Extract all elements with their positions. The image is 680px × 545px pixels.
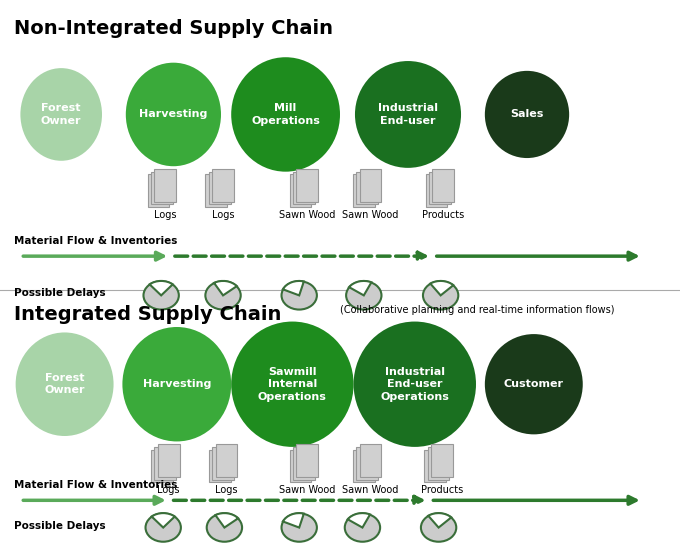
- FancyBboxPatch shape: [148, 174, 169, 207]
- FancyBboxPatch shape: [356, 172, 378, 204]
- FancyBboxPatch shape: [353, 174, 375, 207]
- FancyBboxPatch shape: [154, 447, 176, 480]
- Ellipse shape: [231, 57, 340, 172]
- Wedge shape: [283, 513, 304, 528]
- Text: Sawmill
Internal
Operations: Sawmill Internal Operations: [258, 367, 327, 402]
- Text: Industrial
End-user
Operations: Industrial End-user Operations: [380, 367, 449, 402]
- FancyBboxPatch shape: [431, 444, 453, 477]
- Text: Sawn Wood: Sawn Wood: [279, 485, 335, 495]
- Wedge shape: [349, 281, 371, 295]
- FancyBboxPatch shape: [293, 447, 315, 480]
- Circle shape: [146, 513, 181, 542]
- Text: Products: Products: [422, 210, 464, 220]
- FancyBboxPatch shape: [356, 447, 378, 480]
- Text: Mill
Operations: Mill Operations: [251, 103, 320, 126]
- Text: Material Flow & Inventories: Material Flow & Inventories: [14, 237, 177, 246]
- FancyBboxPatch shape: [424, 450, 446, 482]
- Wedge shape: [283, 281, 304, 295]
- Ellipse shape: [231, 322, 354, 447]
- Text: Sales: Sales: [510, 110, 544, 119]
- FancyBboxPatch shape: [151, 450, 173, 482]
- FancyBboxPatch shape: [209, 450, 231, 482]
- Text: Sawn Wood: Sawn Wood: [343, 485, 398, 495]
- Ellipse shape: [485, 71, 569, 158]
- Wedge shape: [430, 281, 454, 295]
- FancyBboxPatch shape: [429, 172, 451, 204]
- Circle shape: [207, 513, 242, 542]
- Text: Sawn Wood: Sawn Wood: [279, 210, 335, 220]
- Wedge shape: [150, 281, 173, 295]
- Circle shape: [282, 281, 317, 310]
- Circle shape: [345, 513, 380, 542]
- Text: Harvesting: Harvesting: [143, 379, 211, 389]
- Circle shape: [421, 513, 456, 542]
- FancyBboxPatch shape: [353, 450, 375, 482]
- FancyBboxPatch shape: [290, 174, 311, 207]
- Ellipse shape: [20, 68, 102, 161]
- Ellipse shape: [354, 322, 476, 447]
- Ellipse shape: [485, 334, 583, 434]
- Text: Industrial
End-user: Industrial End-user: [378, 103, 438, 126]
- FancyBboxPatch shape: [426, 174, 447, 207]
- Wedge shape: [428, 513, 452, 528]
- Wedge shape: [152, 513, 175, 528]
- Circle shape: [143, 281, 179, 310]
- FancyBboxPatch shape: [212, 169, 234, 202]
- Text: Possible Delays: Possible Delays: [14, 521, 105, 531]
- Circle shape: [282, 513, 317, 542]
- FancyBboxPatch shape: [360, 169, 381, 202]
- Ellipse shape: [126, 63, 221, 166]
- Text: Sawn Wood: Sawn Wood: [343, 210, 398, 220]
- FancyBboxPatch shape: [151, 172, 173, 204]
- Ellipse shape: [122, 327, 231, 441]
- FancyBboxPatch shape: [360, 444, 381, 477]
- Ellipse shape: [355, 61, 461, 168]
- Wedge shape: [216, 513, 238, 528]
- Text: Possible Delays: Possible Delays: [14, 288, 105, 298]
- Ellipse shape: [16, 332, 114, 436]
- Wedge shape: [214, 281, 237, 295]
- Text: Logs: Logs: [215, 485, 238, 495]
- FancyBboxPatch shape: [205, 174, 227, 207]
- FancyBboxPatch shape: [290, 450, 311, 482]
- FancyBboxPatch shape: [209, 172, 231, 204]
- Text: Integrated Supply Chain: Integrated Supply Chain: [14, 305, 281, 324]
- FancyBboxPatch shape: [212, 447, 234, 480]
- Text: Harvesting: Harvesting: [139, 110, 207, 119]
- FancyBboxPatch shape: [428, 447, 449, 480]
- Circle shape: [423, 281, 458, 310]
- FancyBboxPatch shape: [296, 444, 318, 477]
- FancyBboxPatch shape: [296, 169, 318, 202]
- Text: Forest
Owner: Forest Owner: [41, 103, 82, 126]
- Text: Products: Products: [421, 485, 463, 495]
- Text: Logs: Logs: [211, 210, 235, 220]
- Text: Logs: Logs: [154, 210, 177, 220]
- FancyBboxPatch shape: [432, 169, 454, 202]
- Text: (Collaborative planning and real-time information flows): (Collaborative planning and real-time in…: [340, 305, 615, 315]
- Text: Customer: Customer: [504, 379, 564, 389]
- Text: Non-Integrated Supply Chain: Non-Integrated Supply Chain: [14, 19, 333, 38]
- Text: Material Flow & Inventories: Material Flow & Inventories: [14, 481, 177, 490]
- Text: Forest
Owner: Forest Owner: [44, 373, 85, 396]
- Wedge shape: [347, 513, 370, 528]
- Circle shape: [205, 281, 241, 310]
- FancyBboxPatch shape: [154, 169, 176, 202]
- Circle shape: [346, 281, 381, 310]
- FancyBboxPatch shape: [293, 172, 315, 204]
- FancyBboxPatch shape: [216, 444, 237, 477]
- Text: Logs: Logs: [157, 485, 180, 495]
- FancyBboxPatch shape: [158, 444, 180, 477]
